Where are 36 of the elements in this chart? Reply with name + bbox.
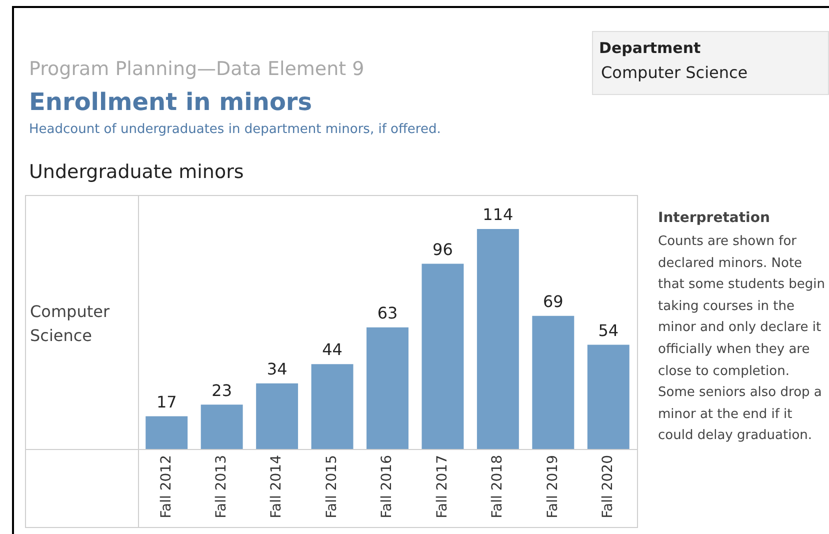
data-label: 96 (432, 240, 453, 259)
data-label: 114 (482, 205, 514, 224)
bar (532, 316, 574, 449)
bar (587, 344, 630, 449)
bar (311, 364, 354, 449)
text: Computer Science (601, 63, 748, 82)
bar (200, 404, 243, 449)
bar (476, 229, 519, 449)
bar (256, 383, 298, 449)
x-tick-label: Fall 2019 (544, 455, 561, 518)
chart-subtitle: Headcount of undergraduates in department minors, if offered. (29, 122, 441, 137)
x-tick-label: Fall 2020 (600, 455, 616, 518)
text: Counts are shown for declared minors. Note that some students begin taking courses in the minor and only declare it officially when they are close to completion. Some seniors also drop a minor at the end if it could delay graduation. (658, 234, 826, 444)
bar (366, 327, 408, 449)
data-label: 44 (322, 340, 342, 360)
data-label: 17 (156, 392, 177, 412)
x-tick-label: Fall 2013 (213, 455, 230, 518)
x-tick-label: Fall 2018 (490, 455, 506, 518)
text: Department (599, 39, 701, 57)
bar (422, 264, 464, 449)
x-tick-label: Fall 2014 (268, 454, 285, 518)
data-label: 54 (598, 320, 619, 340)
x-tick-label: Fall 2012 (158, 455, 174, 518)
data-label: 23 (212, 380, 232, 400)
text: Interpretation (658, 210, 770, 226)
x-tick-label: Fall 2016 (379, 454, 396, 518)
x-tick-label: Fall 2017 (434, 455, 450, 518)
y-axis-title: Computer Science (30, 301, 111, 347)
bar (146, 416, 188, 449)
text: Undergraduate minors (29, 161, 244, 183)
data-label: 34 (266, 360, 288, 379)
text: Program Planning—Data Element 9 (29, 58, 364, 80)
data-label: 63 (377, 304, 398, 323)
data-label: 69 (542, 292, 564, 311)
x-tick-label: Fall 2015 (324, 455, 340, 518)
chart-title: Enrollment in minors (29, 88, 312, 116)
